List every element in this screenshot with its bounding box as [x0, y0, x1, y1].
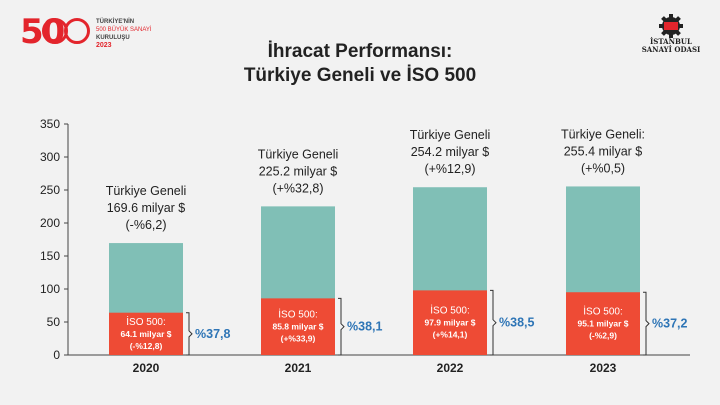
share-bracket — [643, 291, 650, 356]
data-label-total: Türkiye Geneli — [410, 128, 491, 142]
data-label-total: (+%32,8) — [272, 181, 323, 195]
data-label-iso: 64.1 milyar $ — [120, 329, 171, 339]
data-label-total: Türkiye Geneli: — [561, 127, 645, 141]
y-tick-label: 100 — [40, 282, 60, 296]
share-label: %38,5 — [499, 316, 534, 330]
data-label-total: 225.2 milyar $ — [259, 164, 338, 178]
data-label-iso: (+%14,1) — [433, 330, 468, 340]
share-label: %37,2 — [652, 317, 687, 331]
logo-line: İSTANBUL — [650, 37, 692, 46]
x-tick-label: 2021 — [285, 361, 312, 375]
y-tick-label: 150 — [40, 249, 60, 263]
data-label-iso: 97.9 milyar $ — [424, 318, 475, 328]
data-label-iso: İSO 500: — [430, 304, 469, 317]
logo-line: 500 BÜYÜK SANAYİ — [96, 27, 152, 33]
share-label: %38,1 — [347, 320, 382, 334]
data-label-iso: İSO 500: — [126, 315, 165, 328]
data-label-total: Türkiye Geneli — [258, 147, 339, 161]
y-tick-label: 200 — [40, 216, 60, 230]
y-tick-label: 300 — [40, 150, 60, 164]
iso500-logo: 50 TÜRKİYE'NİN 500 BÜYÜK SANAYİ KURULUŞU… — [20, 12, 170, 58]
data-label-total: Türkiye Geneli — [106, 184, 187, 198]
bar-iso-500 — [413, 290, 487, 355]
share-label: %37,8 — [195, 327, 230, 341]
share-bracket — [186, 312, 193, 356]
data-label-total: 254.2 milyar $ — [411, 145, 490, 159]
logo-ring — [64, 18, 90, 44]
share-bracket — [338, 297, 345, 356]
istanbul-sanayi-odasi-logo: İSTANBUL SANAYİ ODASI — [636, 14, 706, 54]
data-label-total: (+%12,9) — [424, 162, 475, 176]
x-tick-label: 2023 — [590, 361, 617, 375]
logo-line: TÜRKİYE'NİN — [96, 19, 135, 25]
data-label-iso: İSO 500: — [583, 305, 622, 318]
data-label-iso: İSO 500: — [278, 308, 317, 321]
data-label-iso: 95.1 milyar $ — [577, 319, 628, 329]
y-tick-label: 0 — [53, 348, 60, 362]
y-tick-label: 50 — [47, 315, 61, 329]
gear-icon — [659, 14, 683, 38]
data-label-iso: (-%2,9) — [589, 331, 617, 341]
bar-iso-500 — [261, 298, 335, 355]
data-label-total: 255.4 milyar $ — [564, 144, 643, 158]
page-title: İhracat Performansı: Türkiye Geneli ve İ… — [0, 40, 720, 88]
share-bracket — [490, 289, 497, 356]
y-tick-label: 250 — [40, 183, 60, 197]
data-label-total: 169.6 milyar $ — [107, 201, 186, 215]
bar-iso-500 — [109, 312, 183, 355]
data-label-iso: 85.8 milyar $ — [272, 322, 323, 332]
title-line: İhracat Performansı: — [267, 41, 453, 62]
bar-iso-500 — [566, 292, 640, 355]
logo-line: 2023 — [96, 42, 112, 49]
data-label-iso: (+%33,9) — [281, 334, 316, 344]
title-line: Türkiye Geneli ve İSO 500 — [243, 65, 477, 86]
logo-line: SANAYİ ODASI — [641, 45, 701, 54]
x-tick-label: 2020 — [133, 361, 160, 375]
logo-text: TÜRKİYE'NİN 500 BÜYÜK SANAYİ KURULUŞU 20… — [96, 18, 152, 50]
data-label-iso: (-%12,8) — [130, 341, 163, 351]
data-label-total: (+%0,5) — [581, 161, 625, 175]
data-label-total: (-%6,2) — [126, 218, 167, 232]
y-tick-label: 350 — [40, 117, 60, 131]
logo-line: KURULUŞU — [96, 35, 130, 41]
x-tick-label: 2022 — [437, 361, 464, 375]
